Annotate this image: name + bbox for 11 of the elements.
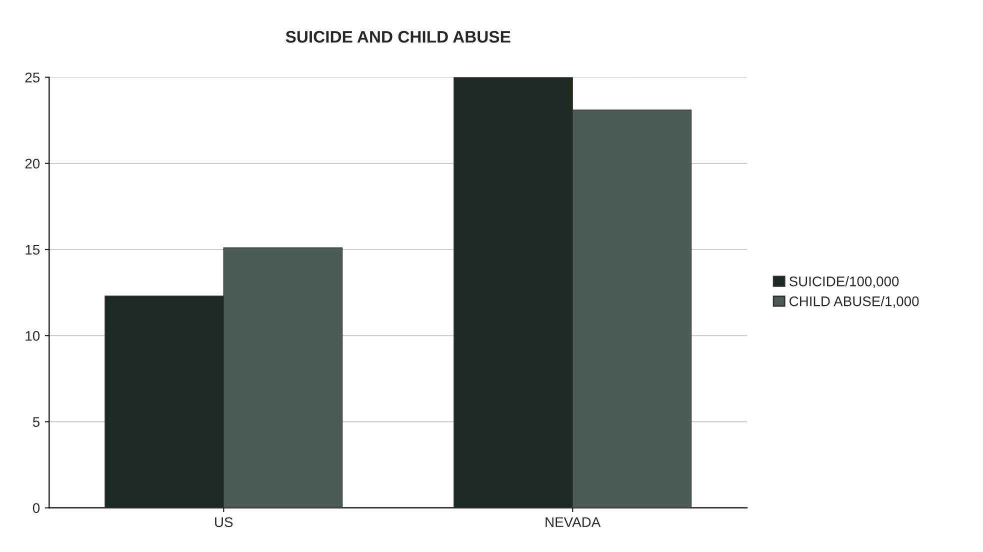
y-tick-label: 10 [26,330,40,341]
y-tick-label: 5 [32,417,40,427]
y-tick-label: 25 [25,72,40,82]
chart-title: SUICIDE AND CHILD ABUSE [286,30,510,43]
x-tick-label: US [215,517,233,528]
y-tick-label: 0 [32,503,40,514]
legend-label: CHILD ABUSE/1,000 [790,296,919,308]
x-tick-label: NEVADA [546,517,601,527]
y-tick-label: 20 [25,158,40,169]
legend-label: SUICIDE/100,000 [789,276,899,288]
y-tick-label: 15 [26,244,40,255]
